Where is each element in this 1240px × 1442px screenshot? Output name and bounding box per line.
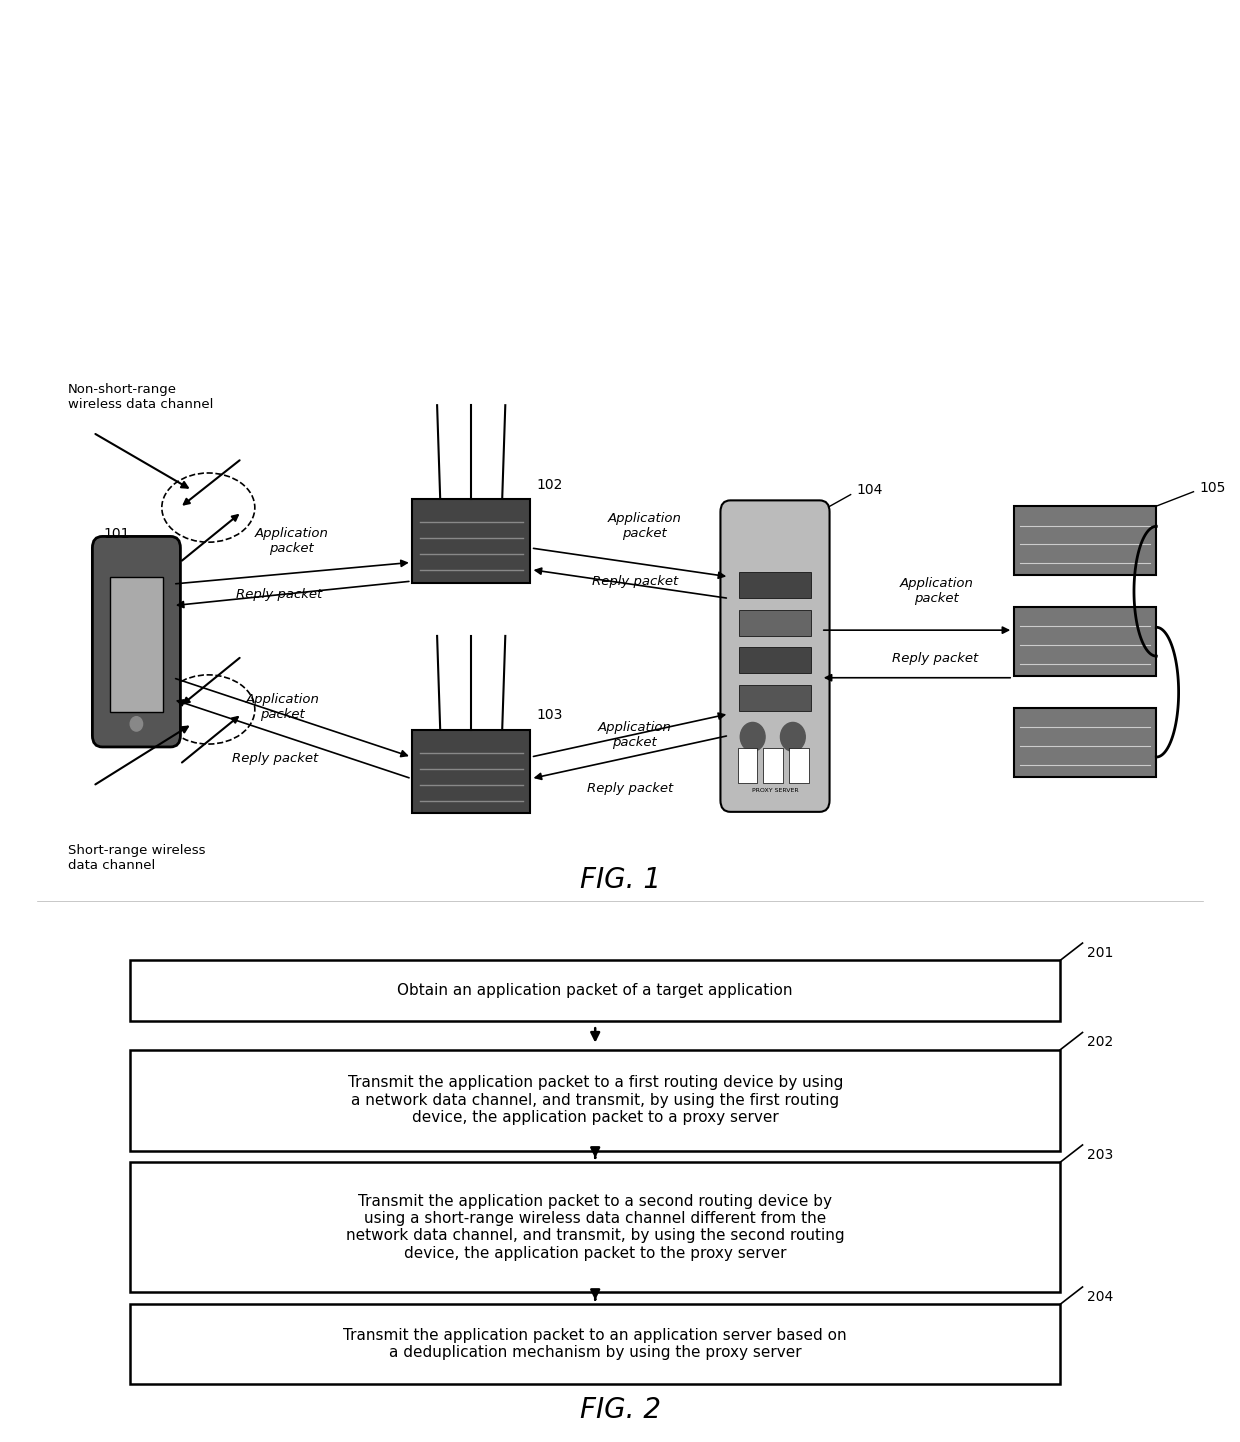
Text: Short-range wireless
data channel: Short-range wireless data channel xyxy=(68,844,206,871)
Text: 204: 204 xyxy=(1087,1289,1114,1304)
FancyBboxPatch shape xyxy=(739,610,811,636)
FancyBboxPatch shape xyxy=(110,577,164,712)
FancyBboxPatch shape xyxy=(1014,607,1156,676)
Text: Obtain an application packet of a target application: Obtain an application packet of a target… xyxy=(398,983,792,998)
FancyBboxPatch shape xyxy=(93,536,181,747)
FancyBboxPatch shape xyxy=(1014,506,1156,575)
FancyBboxPatch shape xyxy=(764,748,782,783)
Text: 101: 101 xyxy=(104,526,130,541)
Text: Transmit the application packet to a second routing device by
using a short-rang: Transmit the application packet to a sec… xyxy=(346,1194,844,1260)
Circle shape xyxy=(780,722,805,751)
FancyBboxPatch shape xyxy=(790,748,808,783)
Text: 201: 201 xyxy=(1087,946,1114,960)
Text: FIG. 2: FIG. 2 xyxy=(579,1396,661,1425)
Text: Reply packet: Reply packet xyxy=(892,652,978,666)
Text: Transmit the application packet to an application server based on
a deduplicatio: Transmit the application packet to an ap… xyxy=(343,1328,847,1360)
FancyBboxPatch shape xyxy=(130,1050,1060,1151)
Text: 203: 203 xyxy=(1087,1148,1114,1162)
Text: 105: 105 xyxy=(1200,480,1226,495)
Circle shape xyxy=(130,717,143,731)
FancyBboxPatch shape xyxy=(130,1162,1060,1292)
FancyBboxPatch shape xyxy=(412,499,531,583)
Text: Application
packet: Application packet xyxy=(598,721,672,750)
Text: Reply packet: Reply packet xyxy=(232,751,319,766)
FancyBboxPatch shape xyxy=(739,647,811,673)
Text: 104: 104 xyxy=(857,483,883,497)
Text: Application
packet: Application packet xyxy=(899,577,973,606)
FancyBboxPatch shape xyxy=(720,500,830,812)
Text: Reply packet: Reply packet xyxy=(591,574,678,588)
FancyBboxPatch shape xyxy=(130,960,1060,1021)
Circle shape xyxy=(740,722,765,751)
Text: Reply packet: Reply packet xyxy=(236,587,322,601)
FancyBboxPatch shape xyxy=(1014,708,1156,777)
Text: 202: 202 xyxy=(1087,1035,1114,1050)
Text: FIG. 1: FIG. 1 xyxy=(579,865,661,894)
FancyBboxPatch shape xyxy=(739,572,811,598)
Text: 102: 102 xyxy=(536,477,563,492)
Text: Application
packet: Application packet xyxy=(254,526,329,555)
Text: Non-short-range
wireless data channel: Non-short-range wireless data channel xyxy=(68,384,213,411)
Text: Application
packet: Application packet xyxy=(246,692,320,721)
Text: Reply packet: Reply packet xyxy=(587,782,673,796)
Text: Transmit the application packet to a first routing device by using
a network dat: Transmit the application packet to a fir… xyxy=(347,1076,843,1125)
FancyBboxPatch shape xyxy=(412,730,531,813)
FancyBboxPatch shape xyxy=(738,748,758,783)
FancyBboxPatch shape xyxy=(130,1304,1060,1384)
Text: 103: 103 xyxy=(536,708,563,722)
Text: PROXY SERVER: PROXY SERVER xyxy=(751,789,799,793)
Text: Application
packet: Application packet xyxy=(608,512,682,541)
FancyBboxPatch shape xyxy=(739,685,811,711)
